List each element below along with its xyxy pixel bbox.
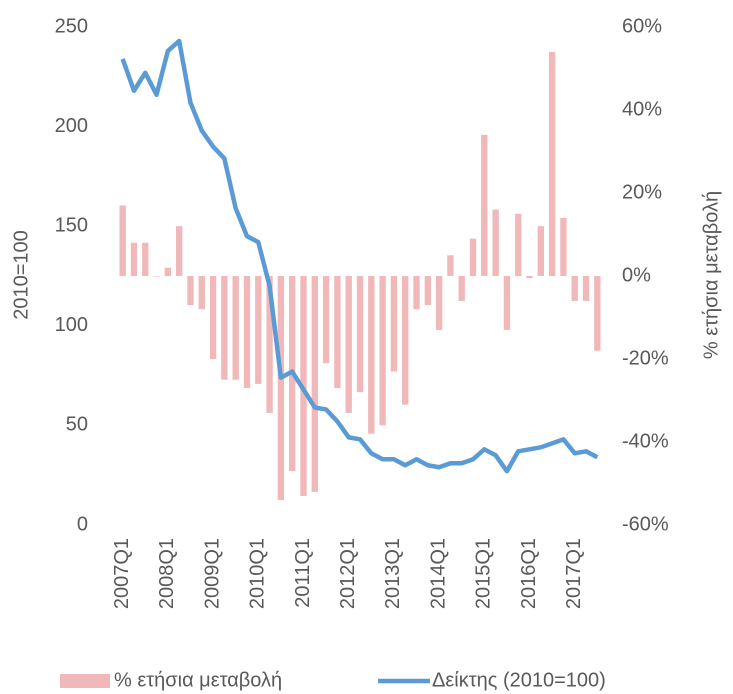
bar bbox=[469, 238, 477, 276]
x-tick-label: 2010Q1 bbox=[247, 538, 269, 609]
x-tick-label: 2007Q1 bbox=[111, 538, 133, 609]
bar bbox=[345, 276, 352, 413]
bar bbox=[209, 276, 217, 359]
bar bbox=[198, 276, 205, 310]
y2-tick-label: -60% bbox=[622, 513, 669, 535]
x-tick-label: 2015Q1 bbox=[473, 538, 495, 609]
bar bbox=[142, 242, 149, 276]
line bbox=[120, 38, 599, 474]
bar bbox=[447, 255, 454, 276]
legend-label: Δείκτης (2010=100) bbox=[432, 669, 606, 691]
bar bbox=[221, 276, 228, 380]
y2-tick-label: 40% bbox=[622, 98, 662, 120]
bar bbox=[492, 209, 499, 276]
y2-axis-label: % ετήσια μεταβολή bbox=[700, 191, 722, 359]
bar bbox=[356, 276, 364, 393]
legend-swatch bbox=[60, 674, 110, 688]
bar bbox=[119, 205, 126, 276]
bar bbox=[503, 276, 511, 330]
bar bbox=[175, 226, 183, 276]
x-tick-label: 2012Q1 bbox=[337, 538, 359, 609]
bar bbox=[130, 242, 138, 276]
bar bbox=[413, 276, 420, 310]
bar bbox=[435, 276, 443, 330]
y-tick-label: 200 bbox=[55, 115, 88, 137]
x-tick-label: 2008Q1 bbox=[156, 538, 178, 609]
y-tick-label: 0 bbox=[77, 513, 88, 535]
y-tick-label: 250 bbox=[55, 15, 88, 37]
bar bbox=[424, 276, 431, 306]
bar bbox=[255, 276, 262, 384]
bar bbox=[571, 276, 578, 301]
y-axis-label: 2010=100 bbox=[10, 230, 32, 320]
bar bbox=[164, 267, 172, 276]
bar bbox=[515, 213, 522, 276]
bar bbox=[379, 276, 386, 426]
y2-tick-label: 20% bbox=[622, 181, 662, 203]
bar bbox=[277, 276, 285, 501]
bar bbox=[537, 226, 545, 276]
x-tick-label: 2017Q1 bbox=[563, 538, 585, 609]
bar bbox=[594, 276, 601, 351]
bar bbox=[458, 276, 465, 301]
bar bbox=[266, 276, 273, 413]
bar bbox=[582, 276, 590, 301]
x-tick-label: 2011Q1 bbox=[292, 538, 314, 608]
bar bbox=[526, 276, 533, 279]
bar bbox=[243, 276, 251, 389]
bar bbox=[232, 276, 239, 380]
legend-label: % ετήσια μεταβολή bbox=[114, 669, 282, 691]
bar bbox=[368, 276, 375, 434]
y-tick-label: 150 bbox=[55, 214, 88, 236]
bar bbox=[548, 51, 556, 277]
y2-tick-label: 60% bbox=[622, 15, 662, 37]
x-tick-label: 2013Q1 bbox=[382, 538, 404, 609]
y2-tick-label: -40% bbox=[622, 430, 669, 452]
bar bbox=[334, 276, 341, 389]
y2-tick-label: 0% bbox=[622, 264, 651, 286]
bar bbox=[187, 276, 194, 306]
y2-tick-label: -20% bbox=[622, 347, 669, 369]
bar bbox=[390, 276, 398, 372]
bar bbox=[311, 276, 318, 492]
bar bbox=[481, 134, 488, 276]
bar bbox=[322, 276, 330, 364]
x-tick-label: 2016Q1 bbox=[518, 538, 540, 609]
bar bbox=[153, 276, 160, 277]
bar bbox=[560, 217, 567, 276]
y-tick-label: 100 bbox=[55, 314, 88, 336]
y-tick-label: 50 bbox=[66, 414, 88, 436]
x-tick-label: 2014Q1 bbox=[427, 538, 449, 609]
bar bbox=[402, 276, 409, 405]
x-tick-label: 2009Q1 bbox=[201, 538, 223, 609]
